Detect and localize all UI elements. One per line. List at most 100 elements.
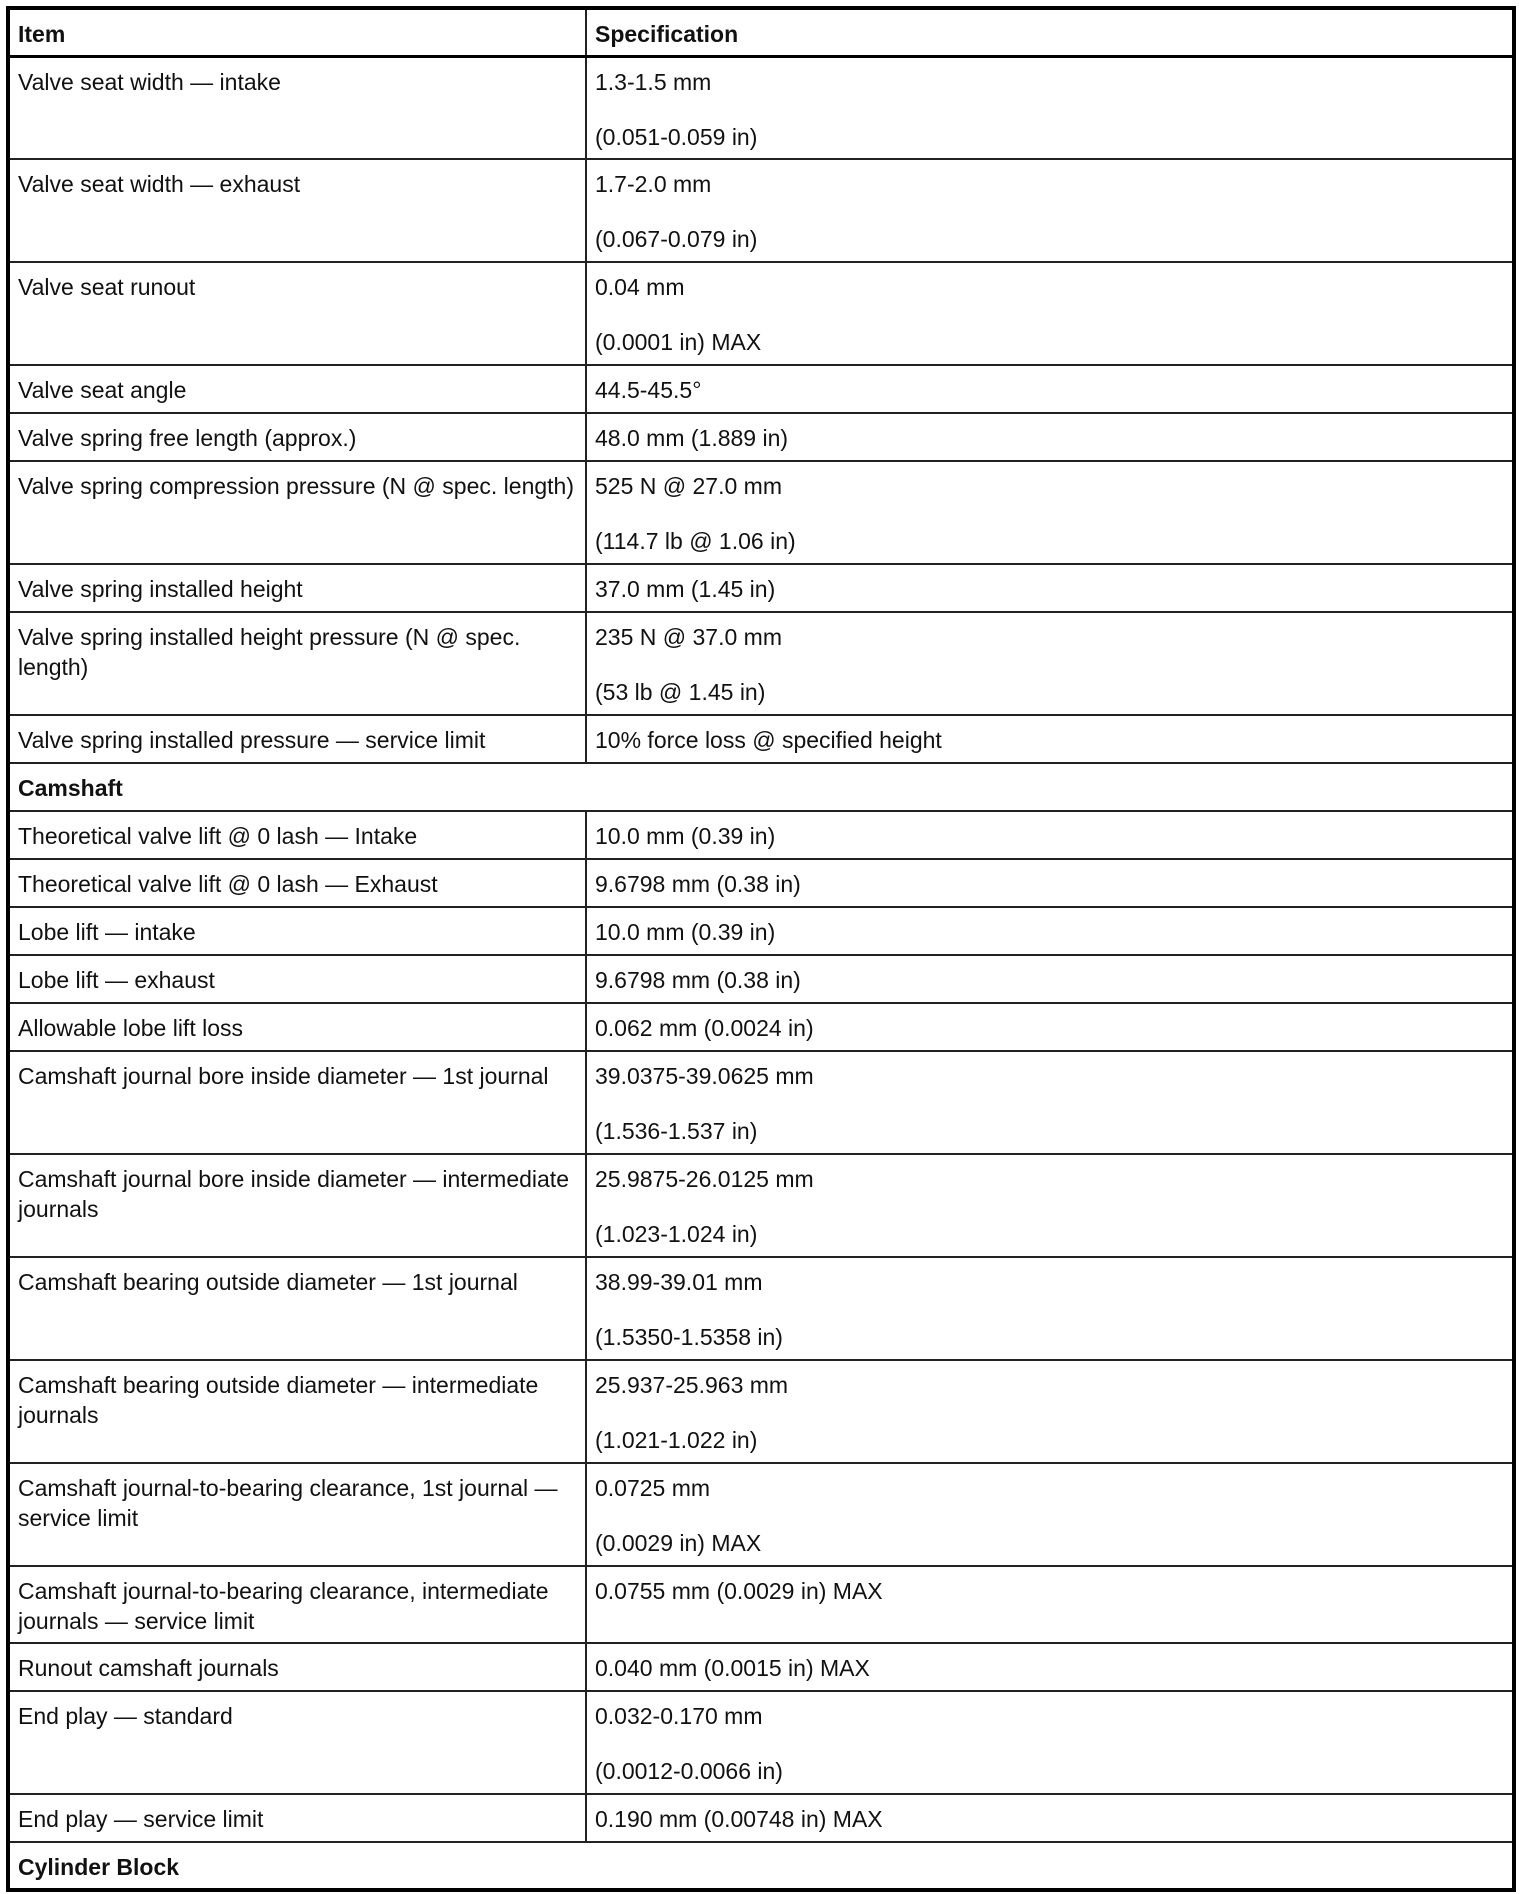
specification-line: 10.0 mm (0.39 in) <box>595 919 776 945</box>
specification-line: (0.067-0.079 in) <box>595 226 758 252</box>
specification-line: (1.023-1.024 in) <box>595 1221 758 1247</box>
specification-cell: 0.032-0.170 mm (0.0012-0.0066 in) <box>585 1690 1515 1795</box>
column-header-specification: Specification <box>585 7 1515 58</box>
table-row: Valve seat runout 0.04 mm (0.0001 in) MAX <box>7 261 1515 366</box>
item-cell: Camshaft bearing outside diameter — inte… <box>7 1359 587 1464</box>
table-row: Camshaft journal bore inside diameter — … <box>7 1153 1515 1258</box>
specification-line: 9.6798 mm (0.38 in) <box>595 967 801 993</box>
specification-line: (53 lb @ 1.45 in) <box>595 679 766 705</box>
table-row: Theoretical valve lift @ 0 lash — Exhaus… <box>7 858 1515 908</box>
specification-cell: 39.0375-39.0625 mm (1.536-1.537 in) <box>585 1050 1515 1155</box>
specification-cell: 10.0 mm (0.39 in) <box>585 906 1515 956</box>
table-row: Valve seat width — exhaust 1.7-2.0 mm (0.0… <box>7 158 1515 263</box>
item-cell: Valve seat runout <box>7 261 587 366</box>
specification-cell: 25.937-25.963 mm (1.021-1.022 in) <box>585 1359 1515 1464</box>
specification-line: 0.0755 mm (0.0029 in) MAX <box>595 1578 883 1604</box>
section-header-row: Cylinder Block <box>7 1841 1515 1891</box>
specification-line: (1.021-1.022 in) <box>595 1427 758 1453</box>
table-row: Lobe lift — intake 10.0 mm (0.39 in) <box>7 906 1515 956</box>
specification-line: 44.5-45.5° <box>595 377 702 403</box>
specification-line: 25.937-25.963 mm <box>595 1372 789 1398</box>
specification-line: 48.0 mm (1.889 in) <box>595 425 789 451</box>
specification-cell: 0.190 mm (0.00748 in) MAX <box>585 1793 1515 1843</box>
table-row: Valve spring installed height 37.0 mm (1.… <box>7 563 1515 613</box>
table-row: Valve spring compression pressure (N @ s… <box>7 460 1515 565</box>
specification-line: 525 N @ 27.0 mm <box>595 473 782 499</box>
item-cell: Lobe lift — intake <box>7 906 587 956</box>
item-cell: Camshaft journal-to-bearing clearance, i… <box>7 1565 587 1644</box>
item-cell: Valve seat width — exhaust <box>7 158 587 263</box>
table-row: Lobe lift — exhaust 9.6798 mm (0.38 in) <box>7 954 1515 1004</box>
specification-line: 39.0375-39.0625 mm <box>595 1063 814 1089</box>
table-row: Camshaft journal bore inside diameter — … <box>7 1050 1515 1155</box>
specification-cell: 25.9875-26.0125 mm (1.023-1.024 in) <box>585 1153 1515 1258</box>
specification-cell: 44.5-45.5° <box>585 364 1515 414</box>
specification-cell: 0.0755 mm (0.0029 in) MAX <box>585 1565 1515 1644</box>
specification-cell: 0.040 mm (0.0015 in) MAX <box>585 1642 1515 1692</box>
specification-line: 0.0725 mm <box>595 1475 711 1501</box>
item-cell: Camshaft journal-to-bearing clearance, 1… <box>7 1462 587 1567</box>
table-row: Camshaft journal-to-bearing clearance, 1… <box>7 1462 1515 1567</box>
specification-line: 38.99-39.01 mm <box>595 1269 763 1295</box>
section-title: Camshaft <box>7 762 1515 812</box>
specification-cell: 1.3-1.5 mm (0.051-0.059 in) <box>585 55 1515 160</box>
table-row: Valve spring installed height pressure (… <box>7 611 1515 716</box>
specification-cell: 0.04 mm (0.0001 in) MAX <box>585 261 1515 366</box>
specification-line: 235 N @ 37.0 mm <box>595 624 782 650</box>
specification-line: (0.051-0.059 in) <box>595 123 758 150</box>
item-cell: Valve spring free length (approx.) <box>7 412 587 462</box>
item-cell: Theoretical valve lift @ 0 lash — Exhaus… <box>7 858 587 908</box>
specification-line: 10% force loss @ specified height <box>595 727 942 753</box>
table-row: Camshaft bearing outside diameter — inte… <box>7 1359 1515 1464</box>
item-cell: Camshaft journal bore inside diameter — … <box>7 1050 587 1155</box>
table-row: Allowable lobe lift loss 0.062 mm (0.0024… <box>7 1002 1515 1052</box>
specification-cell: 10% force loss @ specified height <box>585 714 1515 764</box>
specification-line: (0.0029 in) MAX <box>595 1530 762 1556</box>
specification-line: 0.040 mm (0.0015 in) MAX <box>595 1655 870 1681</box>
item-cell: Runout camshaft journals <box>7 1642 587 1692</box>
table-row: Valve seat angle 44.5-45.5° <box>7 364 1515 414</box>
specification-cell: 10.0 mm (0.39 in) <box>585 810 1515 860</box>
specification-cell: 235 N @ 37.0 mm (53 lb @ 1.45 in) <box>585 611 1515 716</box>
specification-line: 10.0 mm (0.39 in) <box>595 823 776 849</box>
table-row: Theoretical valve lift @ 0 lash — Intake… <box>7 810 1515 860</box>
table-row: Valve seat width — intake 1.3-1.5 mm (0.05… <box>7 55 1515 160</box>
specification-cell: 0.062 mm (0.0024 in) <box>585 1002 1515 1052</box>
item-cell: Valve spring installed height pressure (… <box>7 611 587 716</box>
specification-cell: 0.0725 mm (0.0029 in) MAX <box>585 1462 1515 1567</box>
specification-cell: 525 N @ 27.0 mm (114.7 lb @ 1.06 in) <box>585 460 1515 565</box>
item-cell: End play — service limit <box>7 1793 587 1843</box>
table-row: Valve spring installed pressure — servic… <box>7 714 1515 764</box>
specification-cell: 1.7-2.0 mm (0.067-0.079 in) <box>585 158 1515 263</box>
specification-line: (114.7 lb @ 1.06 in) <box>595 528 796 554</box>
specification-cell: 48.0 mm (1.889 in) <box>585 412 1515 462</box>
specification-line: 0.032-0.170 mm <box>595 1703 763 1729</box>
section-header-row: Camshaft <box>7 762 1515 812</box>
item-cell: Theoretical valve lift @ 0 lash — Intake <box>7 810 587 860</box>
table-row: Valve spring free length (approx.) 48.0 m… <box>7 412 1515 462</box>
table-header-row: Item Specification <box>7 7 1515 58</box>
table-row: End play — standard 0.032-0.170 mm (0.0012… <box>7 1690 1515 1795</box>
item-cell: End play — standard <box>7 1690 587 1795</box>
item-cell: Valve seat angle <box>7 364 587 414</box>
item-cell: Valve spring compression pressure (N @ s… <box>7 460 587 565</box>
item-cell: Valve seat width — intake <box>7 55 587 160</box>
specification-line: 37.0 mm (1.45 in) <box>595 576 776 602</box>
specification-line: 0.04 mm <box>595 274 685 300</box>
specification-cell: 9.6798 mm (0.38 in) <box>585 858 1515 908</box>
item-cell: Valve spring installed pressure — servic… <box>7 714 587 764</box>
section-title: Cylinder Block <box>7 1841 1515 1891</box>
specification-table: Item Specification Valve seat width — in… <box>6 6 1516 1892</box>
specification-line: 1.3-1.5 mm <box>595 68 712 95</box>
specification-cell: 37.0 mm (1.45 in) <box>585 563 1515 613</box>
item-cell: Valve spring installed height <box>7 563 587 613</box>
specification-line: (0.0012-0.0066 in) <box>595 1758 783 1784</box>
table-row: Runout camshaft journals 0.040 mm (0.0015… <box>7 1642 1515 1692</box>
item-cell: Allowable lobe lift loss <box>7 1002 587 1052</box>
table-row: Camshaft bearing outside diameter — 1st … <box>7 1256 1515 1361</box>
specification-line: (1.5350-1.5358 in) <box>595 1324 783 1350</box>
specification-cell: 9.6798 mm (0.38 in) <box>585 954 1515 1004</box>
item-cell: Camshaft bearing outside diameter — 1st … <box>7 1256 587 1361</box>
specification-cell: 38.99-39.01 mm (1.5350-1.5358 in) <box>585 1256 1515 1361</box>
specification-line: (0.0001 in) MAX <box>595 329 762 355</box>
